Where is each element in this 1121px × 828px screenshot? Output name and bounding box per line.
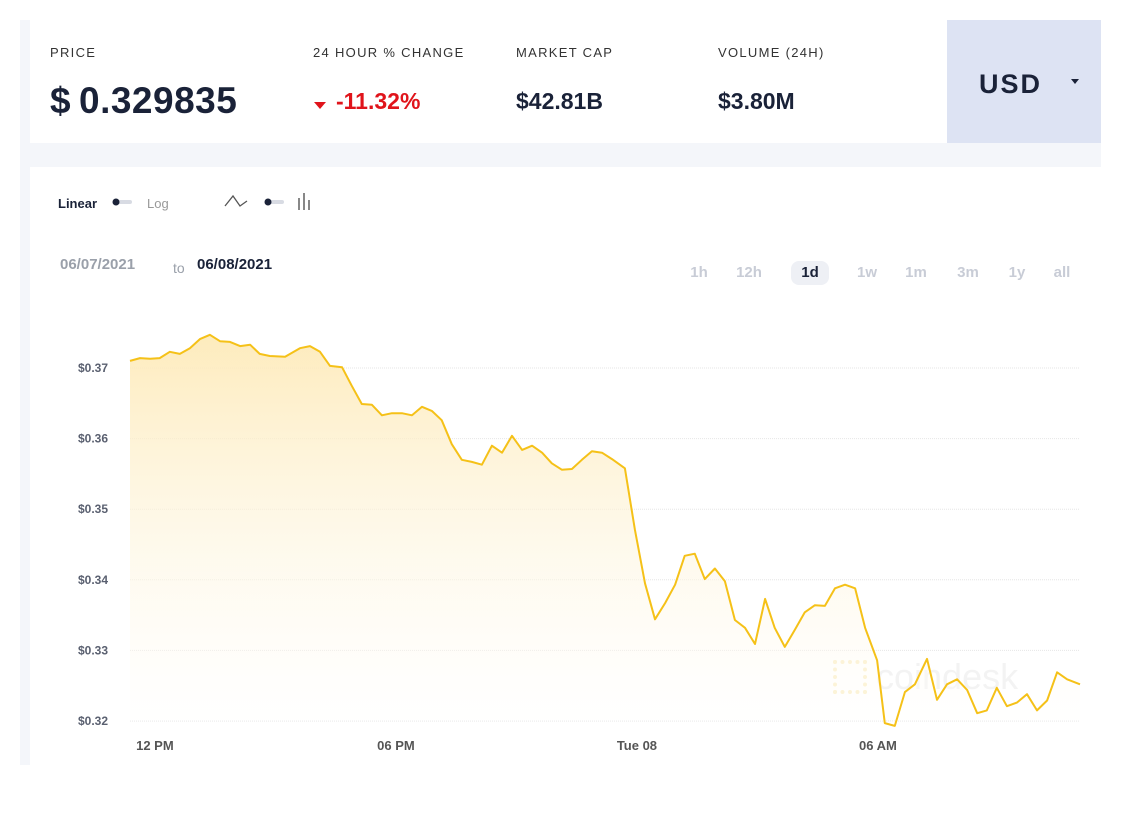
y-tick-label: $0.33 — [78, 643, 108, 657]
caret — [1071, 79, 1079, 84]
y-tick-label: $0.32 — [78, 714, 108, 728]
range-button[interactable]: 1m — [905, 264, 927, 281]
range-button[interactable]: 3m — [957, 264, 979, 281]
x-tick-label: Tue 08 — [617, 738, 657, 753]
price-symbol: $ — [50, 80, 72, 121]
stat-label: MARKET CAP — [516, 45, 614, 60]
scale-log[interactable]: Log — [147, 196, 169, 211]
y-tick-label: $0.34 — [78, 573, 108, 587]
stat-label: VOLUME (24H) — [718, 45, 825, 60]
x-tick-label: 06 AM — [859, 738, 897, 753]
price-value: 0.329835 — [79, 80, 238, 121]
date-to-word: to — [173, 260, 185, 276]
toggle[interactable] — [110, 195, 140, 209]
area — [130, 334, 1080, 726]
range-button[interactable]: 1d — [791, 261, 829, 285]
down-arrow — [314, 102, 326, 109]
stat-label: 24 HOUR % CHANGE — [313, 45, 465, 60]
stats-card — [30, 20, 947, 143]
stat-value: $42.81B — [516, 88, 603, 114]
x-tick-label: 06 PM — [377, 738, 415, 753]
range-button[interactable]: 1w — [856, 264, 877, 281]
stat-label: PRICE — [50, 45, 97, 60]
date-from: 06/07/2021 — [60, 256, 136, 273]
price-line — [129, 333, 1081, 727]
y-tick-label: $0.35 — [78, 502, 108, 516]
y-tick-label: $0.36 — [78, 432, 108, 446]
range-button[interactable]: 1y — [1008, 264, 1026, 281]
range-button[interactable]: 12h — [736, 264, 762, 281]
change-value: -11.32% — [336, 88, 421, 114]
stat-value: $3.80M — [718, 88, 795, 114]
x-tick-label: 12 PM — [136, 738, 174, 753]
scale-linear[interactable]: Linear — [58, 196, 98, 211]
chart-type-toggle[interactable] — [222, 190, 322, 214]
y-tick-label: $0.37 — [78, 361, 108, 375]
range-button[interactable]: all — [1053, 264, 1071, 281]
range-button[interactable]: 1h — [690, 264, 708, 281]
date-to: 06/08/2021 — [197, 256, 273, 273]
